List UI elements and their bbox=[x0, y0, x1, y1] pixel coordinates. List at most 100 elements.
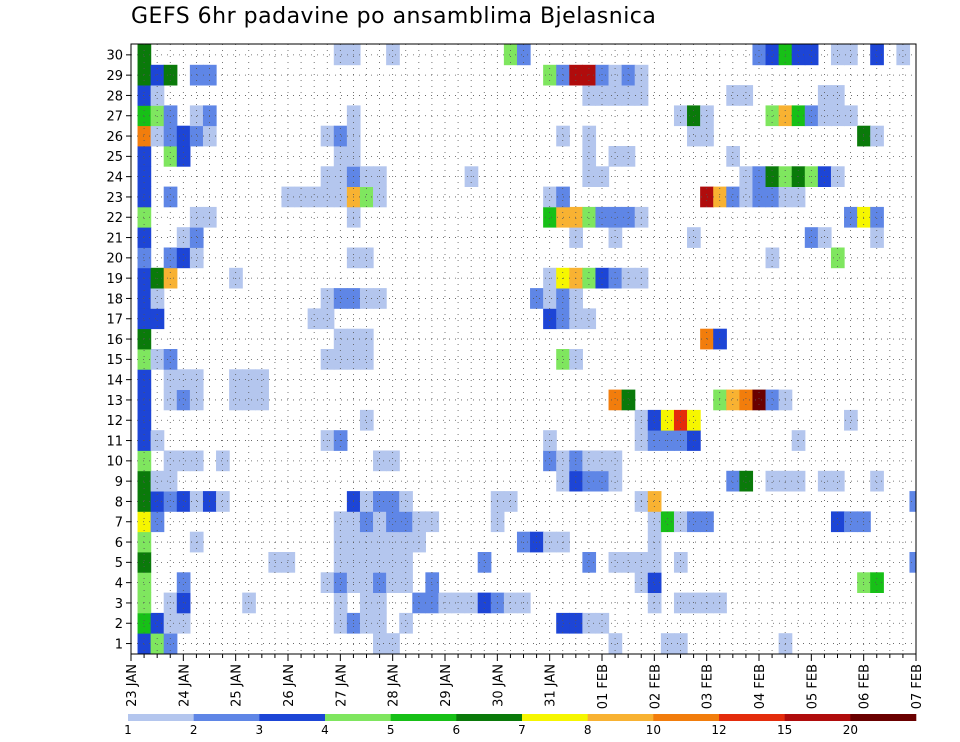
heatmap-cell bbox=[830, 85, 845, 106]
legend-label: 15 bbox=[777, 723, 792, 737]
y-tick-label: 12 bbox=[106, 414, 123, 429]
heatmap-cell bbox=[163, 450, 178, 472]
heatmap-cell bbox=[543, 186, 557, 208]
heatmap-cell bbox=[163, 470, 178, 492]
heatmap-cell bbox=[137, 409, 152, 431]
legend-swatch bbox=[522, 714, 588, 721]
heatmap-cell bbox=[373, 633, 387, 654]
heatmap-cell bbox=[150, 349, 165, 370]
heatmap-cell bbox=[713, 186, 727, 208]
heatmap-cell bbox=[163, 349, 178, 370]
x-tick-label: 24 JAN bbox=[177, 664, 192, 707]
heatmap-cell bbox=[595, 470, 610, 492]
heatmap-cell bbox=[660, 633, 675, 654]
heatmap-cell bbox=[176, 572, 191, 593]
heatmap-cell bbox=[229, 369, 243, 390]
heatmap-cell bbox=[726, 85, 740, 106]
y-tick-label: 22 bbox=[106, 211, 123, 226]
legend-label: 2 bbox=[190, 723, 198, 737]
heatmap-cell bbox=[189, 450, 204, 472]
heatmap-cell bbox=[739, 389, 754, 411]
heatmap-cell bbox=[739, 186, 754, 208]
heatmap-cell bbox=[477, 552, 492, 573]
y-tick-label: 24 bbox=[106, 170, 123, 185]
chart-title: GEFS 6hr padavine po ansamblima Bjelasni… bbox=[131, 4, 657, 29]
heatmap-cell bbox=[516, 44, 531, 66]
heatmap-cell bbox=[163, 186, 178, 208]
heatmap-cell bbox=[163, 633, 178, 654]
heatmap-cell bbox=[320, 288, 335, 309]
heatmap-cell bbox=[163, 369, 178, 390]
heatmap-cell bbox=[870, 227, 884, 248]
heatmap-cell bbox=[503, 491, 518, 512]
heatmap-cell bbox=[647, 552, 662, 573]
heatmap-cell bbox=[844, 206, 858, 228]
heatmap-cell bbox=[660, 409, 675, 431]
heatmap-cell bbox=[673, 633, 688, 654]
x-tick-label: 26 JAN bbox=[282, 664, 297, 707]
legend-label: 6 bbox=[453, 723, 461, 737]
heatmap-cell bbox=[137, 328, 152, 350]
heatmap-cell bbox=[830, 511, 845, 533]
y-tick-label: 10 bbox=[106, 455, 123, 470]
heatmap-cell bbox=[386, 44, 400, 66]
heatmap-cell bbox=[726, 186, 740, 208]
heatmap-cell bbox=[137, 511, 152, 533]
legend-label: 7 bbox=[518, 723, 526, 737]
heatmap-cell bbox=[726, 146, 740, 167]
heatmap-cell bbox=[137, 44, 152, 66]
heatmap-cell bbox=[333, 511, 348, 533]
x-tick-label: 04 FEB bbox=[753, 664, 768, 709]
x-tick-label: 31 JAN bbox=[544, 664, 559, 707]
heatmap-cell bbox=[137, 308, 152, 330]
y-tick-label: 18 bbox=[106, 292, 123, 307]
y-tick-label: 9 bbox=[115, 475, 123, 490]
heatmap-cell bbox=[569, 612, 583, 634]
heatmap-cell bbox=[543, 64, 557, 86]
heatmap-cell bbox=[176, 125, 191, 147]
grid-layer bbox=[126, 44, 917, 661]
legend-label: 8 bbox=[584, 723, 592, 737]
heatmap-cell bbox=[359, 511, 374, 533]
heatmap-cell bbox=[752, 44, 767, 66]
heatmap-cell bbox=[281, 552, 296, 573]
heatmap-cell bbox=[137, 288, 152, 309]
heatmap-cell bbox=[163, 247, 178, 269]
heatmap-cell bbox=[700, 125, 714, 147]
heatmap-cell bbox=[569, 64, 583, 86]
heatmap-cell bbox=[373, 450, 387, 472]
heatmap-cell bbox=[137, 105, 152, 127]
heatmap-cell bbox=[150, 288, 165, 309]
y-tick-label: 5 bbox=[115, 556, 123, 571]
cells-layer bbox=[137, 44, 916, 654]
heatmap-cell bbox=[582, 206, 597, 228]
heatmap-cell bbox=[621, 206, 636, 228]
heatmap-cell bbox=[791, 105, 806, 127]
heatmap-cell bbox=[359, 328, 374, 350]
heatmap-cell bbox=[359, 409, 374, 431]
heatmap-cell bbox=[673, 511, 688, 533]
heatmap-cell bbox=[870, 470, 884, 492]
heatmap-cell bbox=[163, 64, 178, 86]
heatmap-cell bbox=[595, 85, 610, 106]
heatmap-cell bbox=[320, 125, 335, 147]
heatmap-cell bbox=[163, 146, 178, 167]
legend-swatch bbox=[390, 714, 457, 721]
heatmap-cell bbox=[281, 186, 296, 208]
heatmap-cell bbox=[752, 186, 767, 208]
heatmap-cell bbox=[176, 247, 191, 269]
heatmap-cell bbox=[320, 572, 335, 593]
y-tick-label: 1 bbox=[115, 637, 123, 652]
heatmap-cell bbox=[176, 612, 191, 634]
heatmap-cell bbox=[176, 146, 191, 167]
heatmap-cell bbox=[386, 511, 400, 533]
heatmap-cell bbox=[229, 389, 243, 411]
heatmap-cell bbox=[320, 186, 335, 208]
legend-swatch bbox=[325, 714, 391, 721]
heatmap-cell bbox=[765, 389, 780, 411]
heatmap-cell bbox=[621, 64, 636, 86]
heatmap-cell bbox=[569, 470, 583, 492]
heatmap-cell bbox=[255, 389, 269, 411]
heatmap-cell bbox=[647, 572, 662, 593]
heatmap-cell bbox=[359, 288, 374, 309]
